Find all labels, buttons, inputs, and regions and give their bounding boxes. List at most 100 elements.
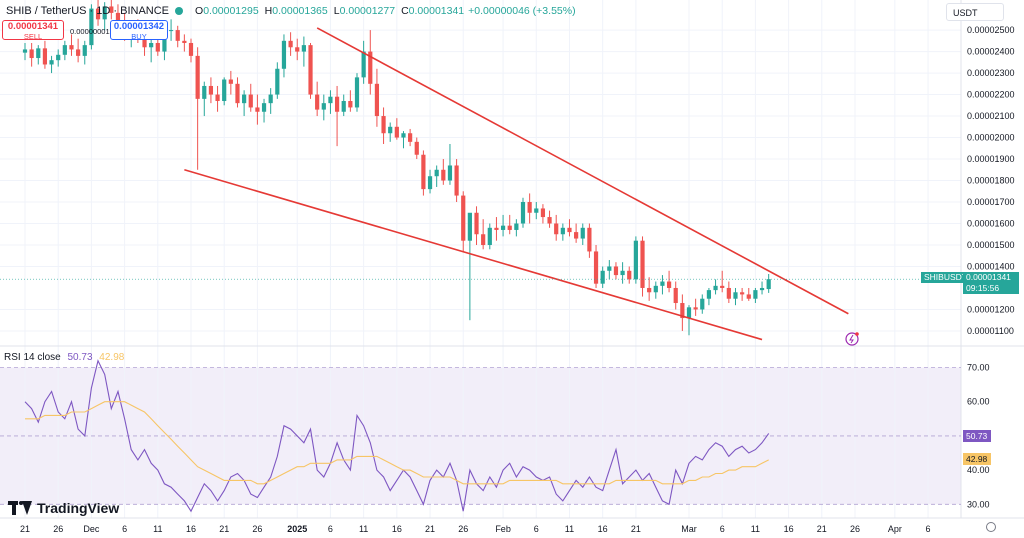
candle-body xyxy=(295,47,300,52)
candle xyxy=(255,94,260,125)
candle-body xyxy=(215,94,220,102)
candle-body xyxy=(56,54,61,61)
candle xyxy=(600,266,605,288)
rsi-value: 50.73 xyxy=(67,352,93,363)
candle-body xyxy=(261,103,267,112)
candle xyxy=(447,143,453,185)
time-tick-label: Feb xyxy=(495,524,511,534)
candle-body xyxy=(620,270,625,276)
time-tick-label: 6 xyxy=(534,524,539,534)
candle-body xyxy=(706,290,712,299)
candle-body xyxy=(713,285,718,291)
price-tick-label: 0.00001100 xyxy=(967,326,1014,336)
buy-button[interactable]: 0.00001342 BUY xyxy=(110,20,168,41)
price-badge[interactable]: 0.00001341 09:15:56 xyxy=(963,272,1019,294)
candle-body xyxy=(481,234,486,245)
open-value: 0.00001295 xyxy=(203,5,259,17)
candle xyxy=(261,98,267,123)
candle-body xyxy=(740,292,745,295)
currency-button[interactable]: USDT xyxy=(946,3,1004,21)
candle xyxy=(288,32,293,56)
candle xyxy=(580,223,585,245)
candle xyxy=(334,85,340,147)
candle xyxy=(168,19,174,41)
candle xyxy=(574,223,579,243)
trendlines[interactable] xyxy=(184,27,849,341)
candle xyxy=(434,165,439,187)
candle xyxy=(275,62,280,99)
candle-body xyxy=(666,281,672,288)
candle-body xyxy=(315,94,320,110)
price-tick-label: 0.00001500 xyxy=(967,240,1015,250)
candle xyxy=(321,94,326,121)
candle xyxy=(481,219,486,250)
symbol-badge[interactable]: SHIBUSDT xyxy=(921,272,967,283)
rsi-tick-label: 30.00 xyxy=(967,499,990,509)
price-axis[interactable]: 0.00002500 0.00002400 0.00002300 0.00002200… xyxy=(967,25,1015,336)
rsi-label: RSI 14 close xyxy=(4,352,61,363)
price-tick-label: 0.00002200 xyxy=(967,90,1015,100)
symbol-title[interactable]: SHIB / TetherUS · 1D · BINANCE xyxy=(6,5,170,17)
candle-body xyxy=(660,281,665,286)
candle-body xyxy=(301,45,306,52)
candle xyxy=(441,159,446,185)
rsi-legend[interactable]: RSI 14 close 50.73 42.98 xyxy=(4,352,124,363)
candle-body xyxy=(720,285,725,288)
alert-icon[interactable] xyxy=(845,332,859,346)
time-tick-label: 6 xyxy=(926,524,931,534)
candle xyxy=(42,40,48,69)
candle xyxy=(620,262,625,284)
candle-body xyxy=(753,290,758,299)
low-value: 0.00001277 xyxy=(339,5,396,17)
candle xyxy=(235,77,240,108)
candle-body xyxy=(408,133,413,142)
candle xyxy=(520,197,526,228)
candle xyxy=(680,294,685,331)
candle-body xyxy=(208,85,214,95)
candle xyxy=(301,36,306,67)
time-tick-label: 26 xyxy=(850,524,860,534)
candles xyxy=(22,0,771,336)
candle xyxy=(527,193,532,224)
candle xyxy=(474,206,479,245)
candle-body xyxy=(759,287,765,291)
candle-body xyxy=(593,251,599,284)
rsi-line xyxy=(24,359,770,513)
candle xyxy=(82,40,87,65)
symbol-header: SHIB / TetherUS · 1D · BINANCE O 0.00001… xyxy=(0,3,576,19)
candle xyxy=(295,38,300,61)
time-tick-label: 26 xyxy=(458,524,468,534)
candle-body xyxy=(494,227,499,230)
candle xyxy=(49,55,54,74)
candle-body xyxy=(587,227,592,252)
candle xyxy=(640,236,645,297)
candle-body xyxy=(627,270,632,280)
candle-body xyxy=(89,8,94,46)
candle xyxy=(36,45,41,65)
candle xyxy=(540,204,546,224)
candle-body xyxy=(202,85,207,99)
time-tick-label: 6 xyxy=(122,524,127,534)
time-tick-label: 6 xyxy=(328,524,333,534)
candle xyxy=(666,270,672,293)
candle-body xyxy=(388,126,393,134)
candle xyxy=(726,281,731,304)
time-axis[interactable]: 21 26 Dec 6 11 16 21 26 2025 6 11 16 21 26 Feb 6 11 16 21 M… xyxy=(20,524,931,534)
tradingview-logo[interactable]: TradingView xyxy=(8,500,119,516)
candle-body xyxy=(427,176,433,190)
settings-gear-icon[interactable] xyxy=(986,522,996,532)
time-tick-label: 16 xyxy=(186,524,196,534)
candle-body xyxy=(640,240,645,288)
candle-body xyxy=(441,169,446,181)
candle xyxy=(102,2,107,31)
sell-button[interactable]: 0.00001341 SELL xyxy=(2,20,64,41)
candle-body xyxy=(109,6,114,13)
candle-body xyxy=(168,30,174,32)
time-tick-label: 11 xyxy=(751,524,760,534)
candle-body xyxy=(36,48,41,59)
price-tick-label: 0.00001800 xyxy=(967,176,1015,186)
candle-body xyxy=(248,94,253,108)
rsi-tick-label: 70.00 xyxy=(967,363,990,373)
candle xyxy=(215,85,220,112)
